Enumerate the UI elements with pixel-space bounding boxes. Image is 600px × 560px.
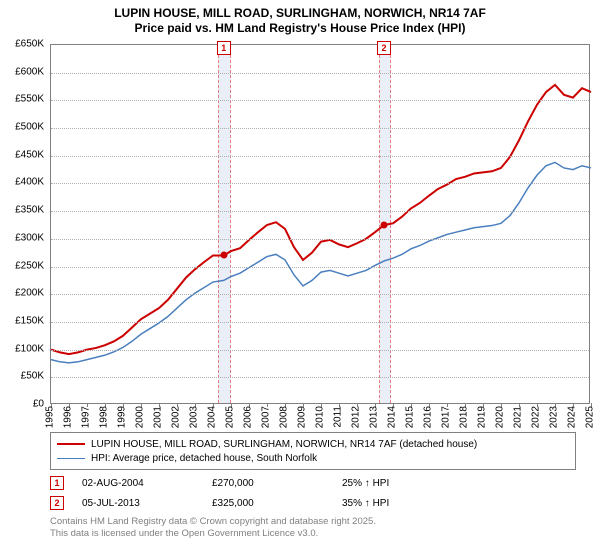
- y-axis-label: £300K: [0, 232, 44, 243]
- sale-date-1: 02-AUG-2004: [82, 478, 212, 489]
- sale-dot: [220, 252, 227, 259]
- x-axis-label: 2014: [387, 406, 398, 428]
- attribution-line2: This data is licensed under the Open Gov…: [50, 528, 590, 540]
- legend-swatch-hpi: [57, 458, 85, 459]
- gridline: [51, 350, 589, 351]
- gridline: [51, 377, 589, 378]
- y-axis-label: £250K: [0, 260, 44, 271]
- x-axis-label: 1999: [117, 406, 128, 428]
- y-axis-label: £150K: [0, 315, 44, 326]
- y-axis-label: £650K: [0, 39, 44, 50]
- y-axis-label: £450K: [0, 149, 44, 160]
- below-chart: LUPIN HOUSE, MILL ROAD, SURLINGHAM, NORW…: [50, 432, 590, 540]
- x-axis-label: 2003: [189, 406, 200, 428]
- x-axis-label: 2012: [351, 406, 362, 428]
- x-axis-label: 1997: [81, 406, 92, 428]
- x-axis-label: 2007: [261, 406, 272, 428]
- series-price_paid: [51, 85, 591, 354]
- sale-marker-box: 1: [217, 41, 231, 55]
- legend: LUPIN HOUSE, MILL ROAD, SURLINGHAM, NORW…: [50, 432, 576, 470]
- legend-label-price-paid: LUPIN HOUSE, MILL ROAD, SURLINGHAM, NORW…: [91, 439, 477, 450]
- sale-delta-2: 35% ↑ HPI: [342, 498, 472, 509]
- title-line1: LUPIN HOUSE, MILL ROAD, SURLINGHAM, NORW…: [0, 6, 600, 21]
- sale-marker-box: 2: [377, 41, 391, 55]
- x-axis-label: 2011: [333, 406, 344, 428]
- x-axis-label: 2009: [297, 406, 308, 428]
- x-axis-label: 2004: [207, 406, 218, 428]
- x-axis-label: 2005: [225, 406, 236, 428]
- x-axis-label: 2000: [135, 406, 146, 428]
- y-axis-label: £500K: [0, 122, 44, 133]
- x-axis-label: 2023: [549, 406, 560, 428]
- sale-delta-1: 25% ↑ HPI: [342, 478, 472, 489]
- x-axis-label: 2019: [477, 406, 488, 428]
- legend-row-hpi: HPI: Average price, detached house, Sout…: [57, 451, 569, 465]
- chart: 12 £0£50K£100K£150K£200K£250K£300K£350K£…: [50, 44, 590, 404]
- sale-marker-2: 2: [50, 496, 64, 510]
- gridline: [51, 183, 589, 184]
- gridline: [51, 100, 589, 101]
- sale-price-2: £325,000: [212, 498, 342, 509]
- plot-area: 12: [50, 44, 590, 404]
- x-axis-label: 2022: [531, 406, 542, 428]
- y-axis-label: £600K: [0, 66, 44, 77]
- sale-dot: [381, 222, 388, 229]
- gridline: [51, 239, 589, 240]
- y-axis-label: £550K: [0, 94, 44, 105]
- attribution-line1: Contains HM Land Registry data © Crown c…: [50, 516, 590, 528]
- gridline: [51, 211, 589, 212]
- y-axis-label: £200K: [0, 288, 44, 299]
- x-axis-label: 2002: [171, 406, 182, 428]
- series-hpi: [51, 162, 591, 362]
- sale-row-1: 1 02-AUG-2004 £270,000 25% ↑ HPI: [50, 476, 590, 490]
- y-axis-label: £400K: [0, 177, 44, 188]
- x-axis-label: 1995: [45, 406, 56, 428]
- x-axis-label: 2020: [495, 406, 506, 428]
- x-axis-label: 1998: [99, 406, 110, 428]
- gridline: [51, 73, 589, 74]
- x-axis-label: 2016: [423, 406, 434, 428]
- attribution: Contains HM Land Registry data © Crown c…: [50, 516, 590, 540]
- page: LUPIN HOUSE, MILL ROAD, SURLINGHAM, NORW…: [0, 0, 600, 560]
- gridline: [51, 128, 589, 129]
- y-axis-label: £0: [0, 399, 44, 410]
- x-axis-label: 2024: [567, 406, 578, 428]
- x-axis-label: 1996: [63, 406, 74, 428]
- x-axis-label: 2018: [459, 406, 470, 428]
- x-axis-label: 2006: [243, 406, 254, 428]
- legend-row-price-paid: LUPIN HOUSE, MILL ROAD, SURLINGHAM, NORW…: [57, 437, 569, 451]
- legend-swatch-price-paid: [57, 443, 85, 445]
- x-axis-label: 2017: [441, 406, 452, 428]
- sale-marker-1: 1: [50, 476, 64, 490]
- gridline: [51, 267, 589, 268]
- x-axis-label: 2008: [279, 406, 290, 428]
- chart-title: LUPIN HOUSE, MILL ROAD, SURLINGHAM, NORW…: [0, 0, 600, 36]
- x-axis-label: 2013: [369, 406, 380, 428]
- x-axis-label: 2001: [153, 406, 164, 428]
- title-line2: Price paid vs. HM Land Registry's House …: [0, 21, 600, 36]
- x-axis-label: 2021: [513, 406, 524, 428]
- x-axis-label: 2015: [405, 406, 416, 428]
- gridline: [51, 322, 589, 323]
- sale-date-2: 05-JUL-2013: [82, 498, 212, 509]
- gridline: [51, 156, 589, 157]
- legend-label-hpi: HPI: Average price, detached house, Sout…: [91, 453, 317, 464]
- y-axis-label: £50K: [0, 371, 44, 382]
- x-axis-label: 2010: [315, 406, 326, 428]
- sale-row-2: 2 05-JUL-2013 £325,000 35% ↑ HPI: [50, 496, 590, 510]
- y-axis-label: £100K: [0, 343, 44, 354]
- x-axis-label: 2025: [585, 406, 596, 428]
- sale-price-1: £270,000: [212, 478, 342, 489]
- gridline: [51, 294, 589, 295]
- y-axis-label: £350K: [0, 205, 44, 216]
